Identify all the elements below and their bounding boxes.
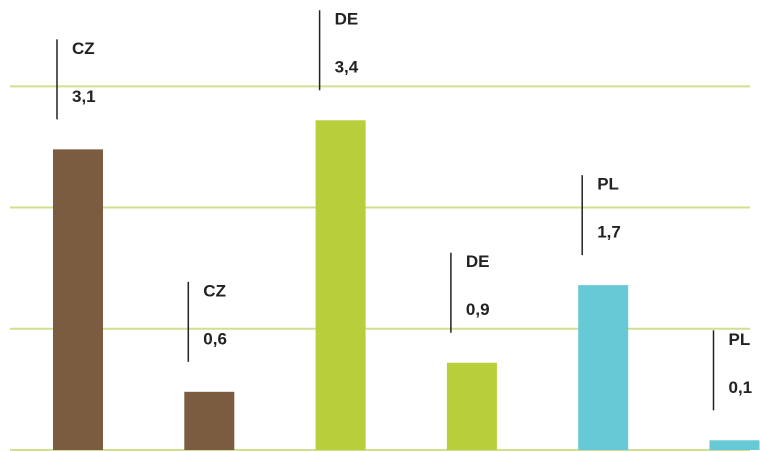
category-label: DE — [466, 252, 490, 271]
bar — [53, 149, 103, 450]
value-label: 0,6 — [203, 329, 227, 348]
category-label: CZ — [72, 39, 95, 58]
category-label: CZ — [203, 281, 226, 300]
value-label: 3,4 — [335, 58, 359, 77]
category-label: PL — [597, 175, 619, 194]
bar — [709, 440, 760, 450]
bar — [184, 391, 235, 450]
category-label: DE — [335, 10, 359, 29]
bar — [446, 362, 497, 450]
category-label: PL — [729, 330, 751, 349]
value-label: 3,1 — [72, 87, 96, 106]
bar — [578, 285, 629, 450]
value-label: 0,9 — [466, 300, 490, 319]
value-label: 0,1 — [729, 378, 753, 397]
bar — [315, 120, 366, 451]
value-label: 1,7 — [597, 223, 621, 242]
